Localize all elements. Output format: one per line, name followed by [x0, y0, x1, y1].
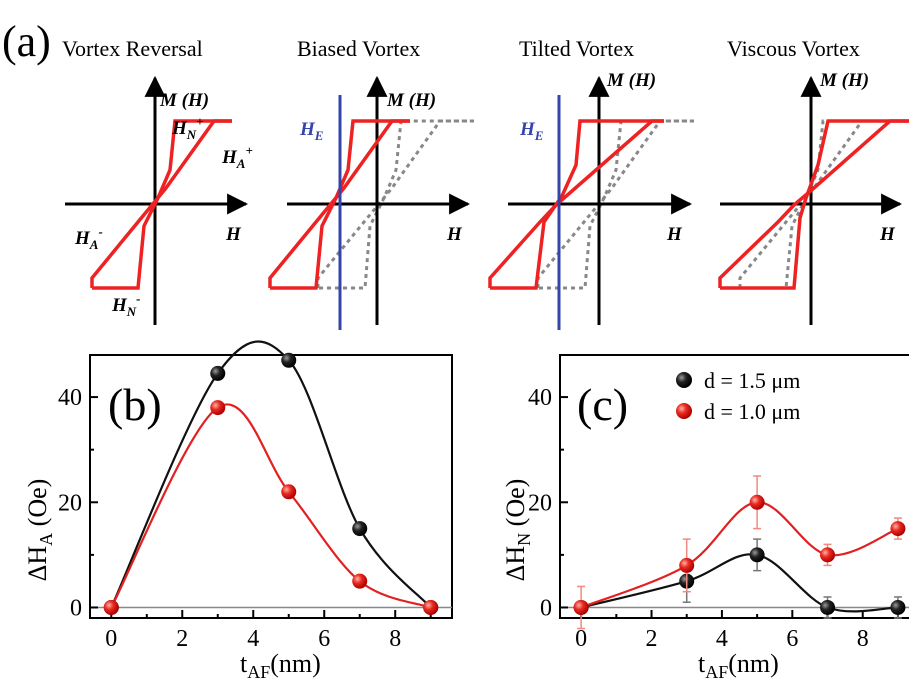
- data-point: [352, 573, 368, 589]
- panel-a: (a) Vortex Reversal Biased Vortex Tilted…: [2, 17, 909, 330]
- x-tick-labels: 0 2 4 6 8: [575, 626, 869, 652]
- ha-minus-label: HA-: [74, 224, 103, 252]
- loop-lower-branch: [268, 119, 410, 288]
- legend-label-d-1-0: d = 1.0 μm: [704, 399, 800, 424]
- loop-biased-vortex: HE M (H) H: [268, 75, 474, 330]
- x-axis-label: tAF(nm): [698, 649, 779, 682]
- m-axis-label: M (H): [819, 70, 869, 91]
- legend-marker-d-1-0: [676, 403, 692, 419]
- data-point: [352, 521, 368, 537]
- panel-b-chart: 0 2 4 6 8 0 20 40 (b) tAF(nm) ΔHA (Oe): [23, 340, 453, 682]
- panel-a-label: (a): [2, 17, 51, 66]
- x-tick-label: 2: [176, 626, 188, 652]
- plot-frame: [559, 354, 909, 619]
- loop-viscous-vortex: M (H) H: [718, 70, 909, 325]
- y-tick-label: 0: [70, 595, 82, 621]
- x-tick-label: 0: [105, 626, 117, 652]
- data-point: [423, 599, 439, 615]
- data-point: [210, 400, 226, 416]
- series-group: [103, 340, 439, 615]
- y-tick-labels: 0 20 40: [528, 385, 552, 621]
- panel-c-chart: 0 2 4 6 8 0 20 40 (c) d = 1.5 μm d = 1.0…: [501, 354, 909, 682]
- h-axis-label: H: [879, 224, 896, 245]
- data-point: [281, 352, 297, 368]
- y-axis-label: ΔHA (Oe): [23, 479, 56, 582]
- h-axis-label: H: [225, 224, 242, 245]
- loop-upper-branch: [490, 119, 664, 290]
- series-group: [573, 475, 906, 630]
- h-axis-label: H: [666, 224, 683, 245]
- plot-frame: [89, 354, 453, 619]
- data-point: [820, 547, 836, 563]
- data-point: [679, 557, 695, 573]
- y-tick-labels: 0 20 40: [58, 385, 82, 621]
- x-tick-label: 0: [575, 626, 587, 652]
- legend: d = 1.5 μm d = 1.0 μm: [676, 368, 800, 424]
- loop-tilted-vortex: HE M (H) H: [488, 70, 694, 330]
- x-tick-label: 2: [646, 626, 658, 652]
- x-tick-labels: 0 2 4 6 8: [105, 626, 401, 652]
- y-tick-label: 20: [58, 490, 82, 516]
- series-line: [110, 403, 432, 609]
- series-line: [580, 501, 899, 609]
- data-point: [749, 547, 765, 563]
- m-axis-label: M (H): [606, 70, 656, 91]
- legend-marker-d-1-5: [676, 372, 692, 388]
- loop-title-biased-vortex: Biased Vortex: [297, 36, 420, 61]
- axis-ticks: [90, 396, 452, 618]
- x-axis-label: tAF(nm): [240, 649, 321, 682]
- x-tick-label: 4: [716, 626, 728, 652]
- h-axis-label: H: [446, 224, 463, 245]
- he-label: HE: [519, 119, 544, 143]
- y-tick-label: 20: [528, 490, 552, 516]
- y-tick-label: 40: [58, 385, 82, 411]
- data-point: [573, 599, 589, 615]
- x-tick-label: 4: [247, 626, 259, 652]
- legend-label-d-1-5: d = 1.5 μm: [704, 368, 800, 393]
- he-label: HE: [299, 119, 324, 143]
- m-axis-label: M (H): [159, 90, 209, 111]
- y-tick-label: 40: [528, 385, 552, 411]
- loop-title-tilted-vortex: Tilted Vortex: [519, 36, 634, 61]
- loop-lower-branch: [488, 119, 664, 288]
- loop-upper-branch: [720, 119, 909, 290]
- x-tick-label: 8: [857, 626, 869, 652]
- data-point: [820, 599, 836, 615]
- y-axis-label: ΔHN (Oe): [501, 479, 534, 582]
- ha-plus-label: HA+: [221, 143, 253, 171]
- data-point: [890, 599, 906, 615]
- y-tick-label: 0: [540, 595, 552, 621]
- x-tick-label: 6: [786, 626, 798, 652]
- loop-title-vortex-reversal: Vortex Reversal: [62, 36, 203, 61]
- series-line: [580, 553, 898, 613]
- data-point: [103, 599, 119, 615]
- hn-minus-label: HN-: [111, 291, 141, 319]
- axis-ticks: [560, 396, 909, 618]
- panel-b-label: (b): [108, 379, 162, 430]
- panel-c-label: (c): [577, 379, 628, 430]
- loop-title-viscous-vortex: Viscous Vortex: [727, 36, 860, 61]
- x-tick-label: 6: [318, 626, 330, 652]
- loop-lower-branch: [90, 119, 232, 288]
- hn-plus-label: HN+: [171, 114, 204, 142]
- loop-vortex-reversal: M (H) HN+ HA+ HA- H HN-: [65, 75, 253, 325]
- data-point: [890, 521, 906, 537]
- x-tick-label: 8: [389, 626, 401, 652]
- m-axis-label: M (H): [386, 90, 436, 111]
- data-point: [210, 365, 226, 381]
- loop-lower-branch: [718, 119, 909, 288]
- data-point: [281, 484, 297, 500]
- data-point: [749, 494, 765, 510]
